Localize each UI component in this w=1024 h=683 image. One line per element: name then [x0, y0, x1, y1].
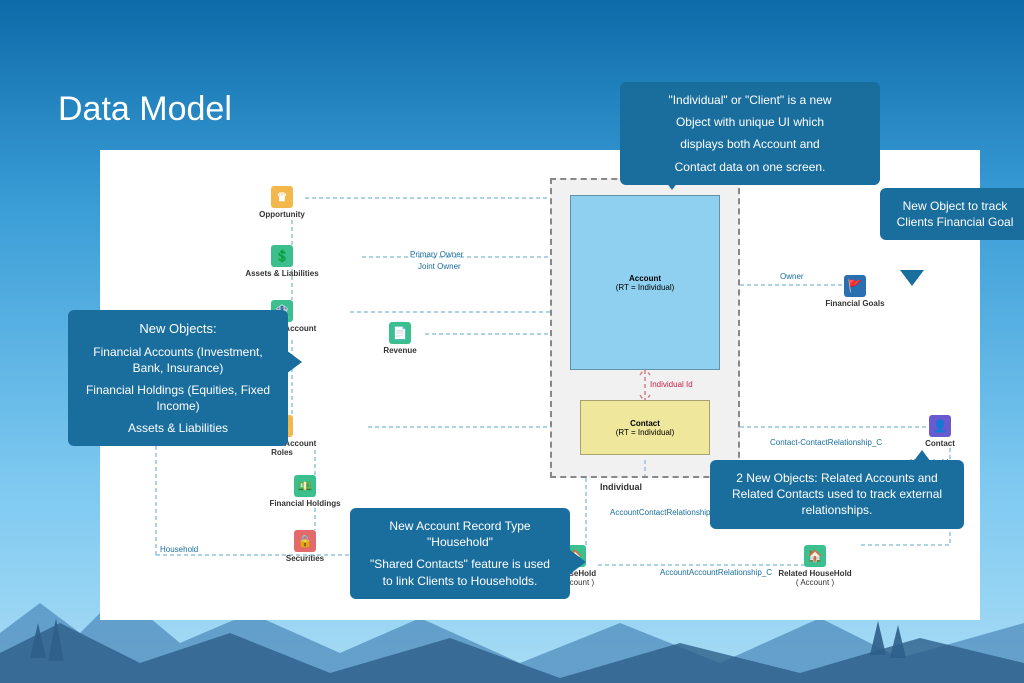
node-securities: 🔒Securities — [260, 530, 350, 563]
callout-tail-bottom — [570, 550, 586, 574]
callout-right_top: New Object to track Clients Financial Go… — [880, 188, 1024, 240]
node-rel_household: 🏠Related HouseHold( Account ) — [770, 545, 860, 587]
contact-label: Contact — [630, 419, 660, 428]
node-revenue: 📄Revenue — [355, 322, 445, 355]
node-fin_goals: 🚩Financial Goals — [810, 275, 900, 308]
contact-entity: Contact (RT = Individual) — [580, 400, 710, 455]
edge-label-contact_rel: Contact-ContactRelationship_C — [770, 438, 882, 447]
edge-label-primary_owner: Primary Owner — [410, 250, 463, 259]
edge-label-owner: Owner — [780, 272, 804, 281]
node-assets: 💲Assets & Liabilities — [237, 245, 327, 278]
page-title: Data Model — [58, 90, 232, 129]
individual-group-label: Individual — [600, 482, 642, 492]
callout-bottom: New Account Record Type "Household""Shar… — [350, 508, 570, 599]
callout-top: "Individual" or "Client" is a newObject … — [620, 82, 880, 185]
account-sub: (RT = Individual) — [616, 283, 675, 292]
callout-left: New Objects:Financial Accounts (Investme… — [68, 310, 288, 446]
account-label: Account — [629, 274, 661, 283]
edge-label-hh_left: Household — [160, 545, 198, 554]
node-contact_obj: 👤Contact — [895, 415, 985, 448]
edge-label-acct_acct: AccountAccountRelationship_C — [660, 568, 772, 577]
contact-sub: (RT = Individual) — [616, 428, 675, 437]
callout-tail-left — [286, 350, 302, 374]
node-opportunity: ♛Opportunity — [237, 186, 327, 219]
edge-label-acct_contact: AccountContactRelationship_C — [610, 508, 721, 517]
node-fin_holdings: 💵Financial Holdings — [260, 475, 350, 508]
edge-label-joint_owner: Joint Owner — [418, 262, 461, 271]
account-entity: Account (RT = Individual) — [570, 195, 720, 370]
individual-id-label: Individual Id — [650, 380, 693, 389]
callout-right_mid: 2 New Objects: Related Accounts and Rela… — [710, 460, 964, 529]
callout-tail-right_top — [900, 270, 924, 286]
